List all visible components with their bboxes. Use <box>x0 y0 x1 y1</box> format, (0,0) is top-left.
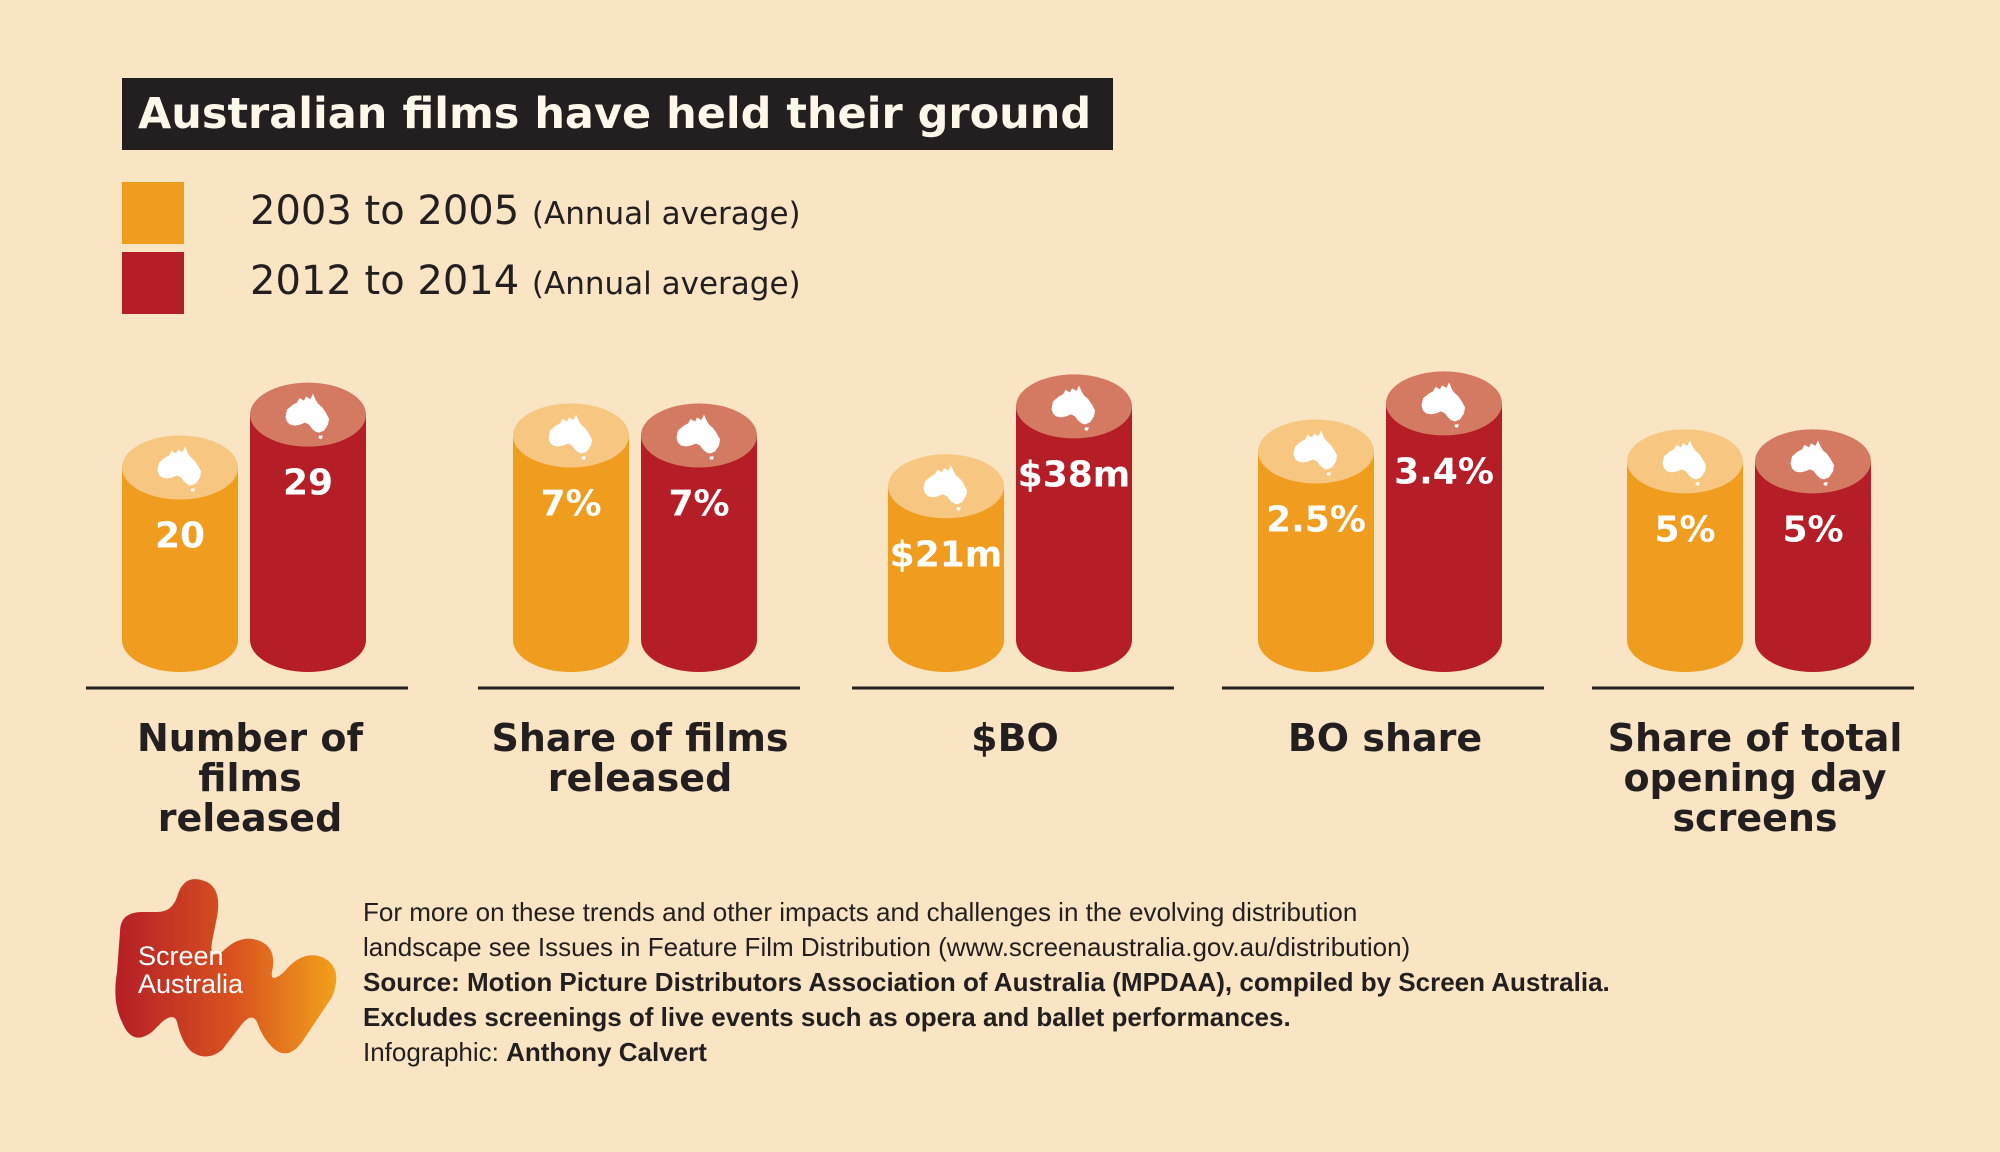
legend-note-2012-2014: (Annual average) <box>531 266 801 302</box>
category-label-bo-share: BO share <box>1215 718 1555 758</box>
category-label-line: opening day <box>1623 756 1887 800</box>
legend-swatch-2012-2014 <box>122 252 184 314</box>
data-label-2003-to-2005: $21m <box>890 534 1003 575</box>
data-label-2003-to-2005: 2.5% <box>1266 499 1366 540</box>
category-label-line: Share of total <box>1607 716 1903 760</box>
bar-2012-to-2014 <box>1386 403 1502 640</box>
data-label-2003-to-2005: 5% <box>1654 509 1715 550</box>
category-label-line: BO share <box>1287 716 1483 760</box>
legend-label-2012-2014: 2012 to 2014 <box>250 258 520 304</box>
logo-wave-icon <box>115 879 337 1057</box>
data-label-2012-to-2014: 3.4% <box>1394 451 1494 492</box>
legend-note-2003-2005: (Annual average) <box>531 196 801 232</box>
footer-credit-prefix: Infographic: <box>363 1037 507 1067</box>
category-label-line: released <box>547 756 733 800</box>
logo-text: Screen Australia <box>138 942 243 998</box>
legend-text-2003-2005: 2003 to 2005 (Annual average) <box>250 188 801 234</box>
data-label-2012-to-2014: $38m <box>1018 454 1131 495</box>
category-label-line: Number of films <box>136 716 364 800</box>
logo-text-line: Australia <box>138 969 244 999</box>
data-label-2012-to-2014: 7% <box>668 483 729 524</box>
category-label-share-of-total-opening-day-screens: Share of total opening day screens <box>1585 718 1925 838</box>
footer-line-2: landscape see Issues in Feature Film Dis… <box>363 932 1411 962</box>
footer-credit-name: Anthony Calvert <box>506 1037 707 1067</box>
footer-exclusion-note: Excludes screenings of live events such … <box>363 1002 1291 1032</box>
footer-line-1: For more on these trends and other impac… <box>363 897 1358 927</box>
data-label-2012-to-2014: 29 <box>283 463 333 504</box>
logo-text-line: Screen <box>138 941 224 971</box>
footer-source: Source: Motion Picture Distributors Asso… <box>363 967 1610 997</box>
category-label-line: screens <box>1672 796 1838 840</box>
bar-2012-to-2014 <box>641 435 757 640</box>
category-label-line: Share of films <box>491 716 789 760</box>
footer-notes: For more on these trends and other impac… <box>363 895 1923 1070</box>
bar-2012-to-2014 <box>250 414 366 640</box>
data-label-2003-to-2005: 7% <box>540 483 601 524</box>
category-label-bo: $BO <box>845 718 1185 758</box>
legend-swatch-2003-2005 <box>122 182 184 244</box>
category-label-share-of-films-released: Share of films released <box>470 718 810 798</box>
category-label-line: released <box>157 796 343 840</box>
data-label-2003-to-2005: 20 <box>155 516 205 557</box>
footer-credit: Infographic: Anthony Calvert <box>363 1035 1923 1070</box>
chart-title: Australian films have held their ground <box>122 78 1114 150</box>
category-label-line: $BO <box>971 716 1059 760</box>
data-label-2012-to-2014: 5% <box>1782 509 1843 550</box>
bar-2012-to-2014 <box>1016 406 1132 640</box>
category-label-number-of-films-released: Number of films released <box>80 718 420 838</box>
bar-2003-to-2005 <box>513 435 629 640</box>
legend-text-2012-2014: 2012 to 2014 (Annual average) <box>250 258 801 304</box>
legend-label-2003-2005: 2003 to 2005 <box>250 188 520 234</box>
screen-australia-logo: Screen Australia <box>112 872 342 1062</box>
